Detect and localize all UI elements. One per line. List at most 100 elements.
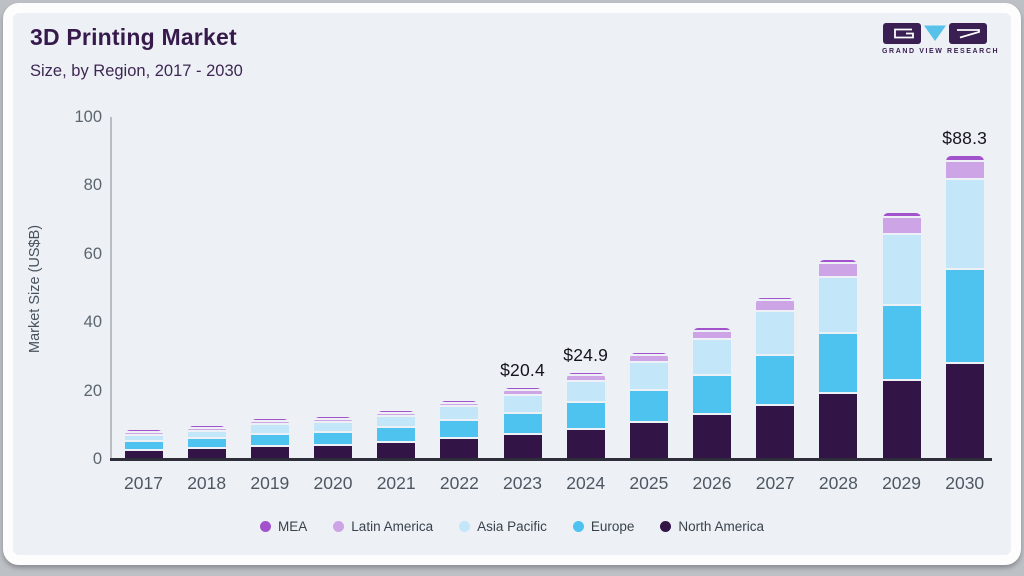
bar-segment-north-america-2019 [250, 446, 289, 458]
gvr-logo: GRAND VIEW RESEARCH [882, 22, 1000, 55]
bar-segment-mea-2028 [819, 259, 858, 263]
bar-segment-asia-pacific-2017 [124, 435, 163, 441]
bar-2028 [819, 259, 858, 458]
bar-segment-mea-2020 [314, 417, 352, 419]
bar-segment-latin-america-2021 [377, 413, 416, 415]
y-tick-label-100: 100 [74, 108, 102, 126]
bar-value-label-2030: $88.3 [942, 128, 988, 148]
bar-segment-latin-america-2023 [503, 391, 542, 394]
bar-segment-latin-america-2020 [314, 420, 352, 422]
bar-segment-asia-pacific-2024 [566, 381, 605, 402]
bar-segment-north-america-2017 [124, 450, 163, 458]
bar-2030 [945, 156, 984, 458]
legend-swatch-mea [260, 520, 272, 532]
bar-segment-mea-2017 [124, 429, 163, 431]
x-tick-label-2025: 2025 [629, 473, 669, 493]
bar-segment-mea-2021 [377, 410, 416, 412]
gvr-logo-icon [883, 23, 987, 44]
page-subtitle: Size, by Region, 2017 - 2030 [30, 62, 243, 80]
bar-2022 [440, 400, 479, 458]
bar-2020 [314, 417, 352, 458]
bar-2024 [566, 372, 605, 458]
bar-segment-north-america-2023 [503, 434, 542, 458]
y-tick-label-60: 60 [83, 244, 102, 263]
legend-label-asia-pacific: Asia Pacific [477, 518, 547, 534]
bar-segment-mea-2030 [945, 156, 984, 160]
bar-segment-europe-2017 [124, 442, 163, 449]
bar-segment-latin-america-2024 [566, 375, 605, 380]
bar-segment-mea-2025 [629, 353, 668, 354]
bar-segment-europe-2018 [187, 439, 226, 447]
y-tick-label-40: 40 [83, 313, 102, 332]
bar-segment-asia-pacific-2028 [819, 277, 858, 332]
bar-2029 [882, 213, 921, 458]
x-tick-label-2028: 2028 [818, 473, 858, 493]
bar-segment-europe-2025 [629, 390, 668, 421]
legend-label-mea: MEA [278, 518, 308, 534]
legend-item-europe: Europe [572, 519, 634, 534]
page-title: 3D Printing Market [30, 24, 237, 50]
bar-segment-asia-pacific-2025 [629, 362, 668, 389]
bar-segment-north-america-2020 [314, 445, 352, 458]
y-tick-label-0: 0 [92, 450, 102, 468]
gvr-logo-text: GRAND VIEW RESEARCH [882, 48, 1000, 55]
bar-2021 [377, 410, 416, 458]
y-axis-line [110, 117, 112, 459]
x-tick-label-2023: 2023 [503, 473, 542, 493]
bar-segment-latin-america-2026 [693, 331, 732, 339]
bar-segment-north-america-2030 [945, 364, 984, 458]
legend-label-latin-america: Latin America [351, 518, 434, 534]
bar-segment-asia-pacific-2021 [377, 416, 416, 427]
bar-segment-europe-2024 [566, 403, 605, 428]
bar-segment-asia-pacific-2026 [693, 340, 732, 374]
bar-segment-latin-america-2028 [819, 264, 858, 276]
legend-swatch-latin-america [333, 520, 345, 532]
legend-swatch-europe [572, 520, 584, 532]
bar-2017 [124, 429, 163, 458]
bar-segment-europe-2019 [250, 434, 289, 445]
x-tick-label-2027: 2027 [755, 473, 795, 493]
bar-segment-asia-pacific-2018 [187, 431, 226, 438]
bar-segment-latin-america-2027 [756, 301, 795, 311]
bar-segment-latin-america-2017 [124, 432, 163, 434]
chart-legend: MEA Latin America Asia Pacific Europe North … [0, 514, 1024, 538]
y-tick-label-80: 80 [83, 176, 102, 195]
x-tick-label-2030: 2030 [945, 473, 985, 493]
x-tick-label-2022: 2022 [439, 473, 479, 493]
bar-segment-north-america-2029 [882, 381, 921, 458]
legend-swatch-north-america [660, 520, 672, 532]
x-axis-line [110, 458, 992, 461]
bar-segment-mea-2022 [440, 400, 479, 402]
bar-segment-europe-2027 [756, 356, 795, 404]
bar-2027 [756, 297, 795, 458]
legend-item-north-america: North America [660, 519, 764, 534]
bar-segment-mea-2018 [187, 425, 226, 427]
bar-segment-north-america-2027 [756, 405, 795, 458]
x-tick-label-2024: 2024 [566, 473, 606, 493]
bar-segment-north-america-2021 [377, 442, 416, 458]
x-tick-label-2017: 2017 [124, 473, 163, 493]
bar-segment-latin-america-2018 [187, 428, 226, 430]
bar-2019 [250, 419, 289, 458]
bar-segment-latin-america-2025 [629, 356, 668, 361]
bar-segment-europe-2020 [314, 433, 352, 444]
bar-segment-north-america-2026 [693, 415, 732, 458]
bar-segment-europe-2030 [945, 269, 984, 363]
x-tick-label-2018: 2018 [187, 473, 227, 493]
x-tick-label-2026: 2026 [692, 473, 732, 493]
bar-segment-europe-2023 [503, 413, 542, 433]
legend-swatch-asia-pacific [459, 520, 471, 532]
bar-value-label-2024: $24.9 [563, 344, 609, 365]
bar-2023 [503, 388, 542, 458]
bar-segment-asia-pacific-2023 [503, 396, 542, 412]
bar-2018 [187, 425, 226, 458]
bar-segment-europe-2021 [377, 428, 416, 441]
bar-segment-mea-2023 [503, 388, 542, 390]
bar-segment-north-america-2018 [187, 448, 226, 458]
bar-segment-latin-america-2030 [945, 161, 984, 178]
x-tick-label-2019: 2019 [250, 473, 290, 493]
bar-segment-asia-pacific-2027 [756, 312, 795, 355]
bar-segment-latin-america-2029 [882, 218, 921, 233]
bar-segment-mea-2026 [693, 328, 732, 330]
bar-segment-mea-2019 [250, 419, 289, 421]
